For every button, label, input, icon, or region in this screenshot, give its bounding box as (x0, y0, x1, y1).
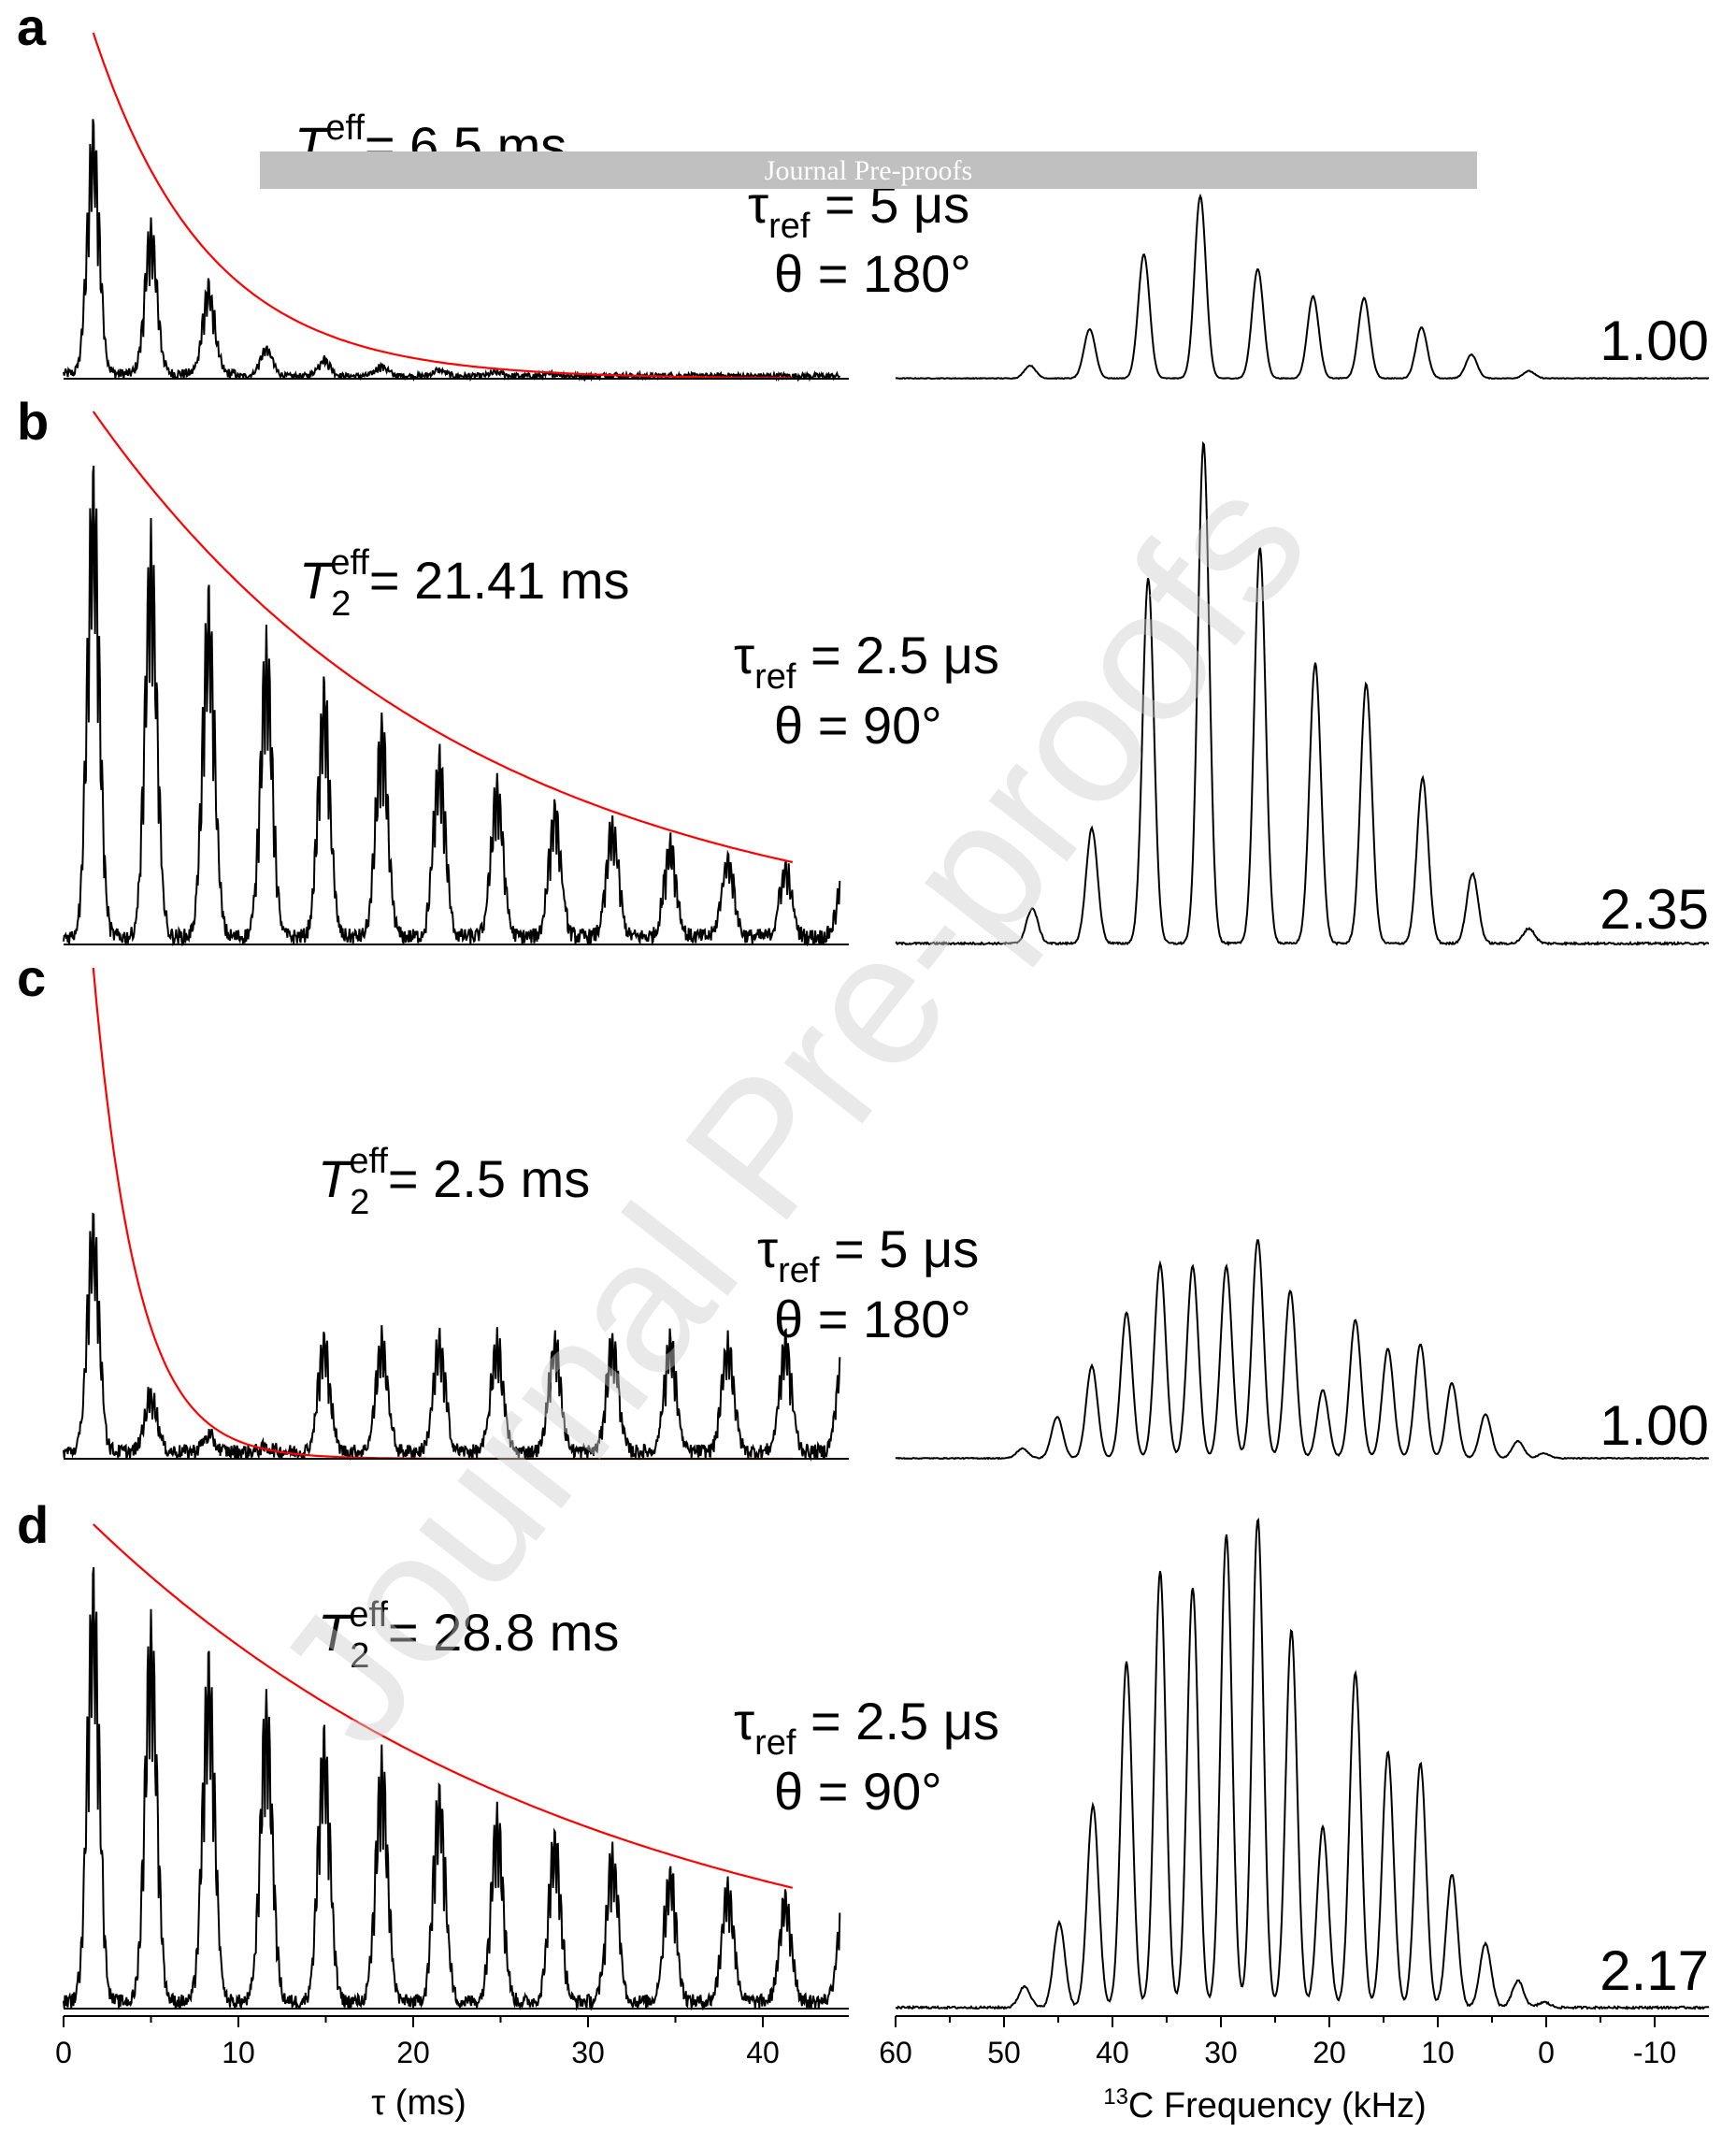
freq-axis-tick-label: 40 (1096, 2036, 1129, 2069)
theta-annotation: θ = 90° (774, 696, 942, 755)
exp-fit-curve (92, 411, 794, 864)
freq-axis-tick-label: 10 (1421, 2036, 1455, 2069)
tau-ref-annotation: τref = 2.5 μs (734, 626, 999, 697)
panel-letter: b (17, 392, 49, 451)
preproof-banner: Journal Pre-proofs (260, 151, 1477, 189)
spectrum-trace (895, 193, 1710, 381)
panel-c: c 1.00 T2eff= 2.5 ms τref = 5 μsθ = 180° (17, 948, 1710, 1463)
tau-axis-tick-label: 0 (55, 2036, 72, 2069)
t2eff-annotation: T2eff= 28.8 ms (318, 1595, 619, 1676)
scale-label: 1.00 (1600, 1394, 1709, 1457)
scale-label: 2.17 (1600, 1939, 1709, 2002)
fid-trace (63, 1566, 841, 2011)
tau-axis-tick-label: 20 (396, 2036, 430, 2069)
scale-label: 2.35 (1600, 878, 1709, 941)
t2eff-annotation: T2eff= 21.41 ms (299, 543, 630, 624)
freq-axis-tick-label: 30 (1204, 2036, 1238, 2069)
freq-axis-tick-label: 0 (1538, 2036, 1555, 2069)
tau-axis-label: τ (ms) (371, 2083, 466, 2123)
fid-trace (63, 1212, 841, 1463)
freq-axis-tick-label: 20 (1313, 2036, 1346, 2069)
freq-axis-tick-label: 60 (879, 2036, 912, 2069)
tau-axis-tick-label: 30 (571, 2036, 605, 2069)
panel-letter: d (17, 1495, 49, 1554)
tau-ref-annotation: τref = 5 μs (757, 1219, 979, 1290)
panel-d: d 2.17 T2eff= 28.8 ms τref = 2.5 μsθ = 90° (17, 1495, 1710, 2011)
fid-trace (63, 119, 841, 382)
freq-axis-tick-label: -10 (1633, 2036, 1676, 2069)
watermark: Journal Pre-proofs (236, 440, 1347, 1781)
fid-trace (63, 465, 841, 947)
axes: 0 10 20 30 40 τ (ms) 60 50 40 30 20 10 0 -10 13C Frequ… (55, 2015, 1709, 2125)
freq-axis-tick-label: 50 (987, 2036, 1021, 2069)
exp-fit-curve (93, 1523, 794, 1889)
scale-label: 1.00 (1600, 310, 1709, 372)
panel-letter: c (17, 948, 46, 1007)
tau-ref-annotation: τref = 2.5 μs (734, 1692, 999, 1763)
panel-letter: a (17, 0, 47, 56)
t2eff-annotation: T2eff= 2.5 ms (318, 1142, 590, 1222)
theta-annotation: θ = 90° (774, 1762, 942, 1821)
spectrum-trace (895, 440, 1709, 946)
spectrum-trace (895, 1517, 1710, 2010)
panel-b: b 2.35 T2eff= 21.41 ms τref = 2.5 μsθ = 90° (17, 392, 1709, 947)
exp-fit-curve (92, 32, 793, 380)
banner-text: Journal Pre-proofs (765, 155, 972, 186)
tau-axis-tick-label: 40 (746, 2036, 780, 2069)
tau-axis-tick-label: 10 (222, 2036, 255, 2069)
freq-axis-label: 13C Frequency (kHz) (1103, 2084, 1427, 2125)
spectrum-trace (895, 1239, 1710, 1461)
theta-annotation: θ = 180° (774, 1290, 971, 1348)
theta-annotation: θ = 180° (774, 244, 971, 303)
